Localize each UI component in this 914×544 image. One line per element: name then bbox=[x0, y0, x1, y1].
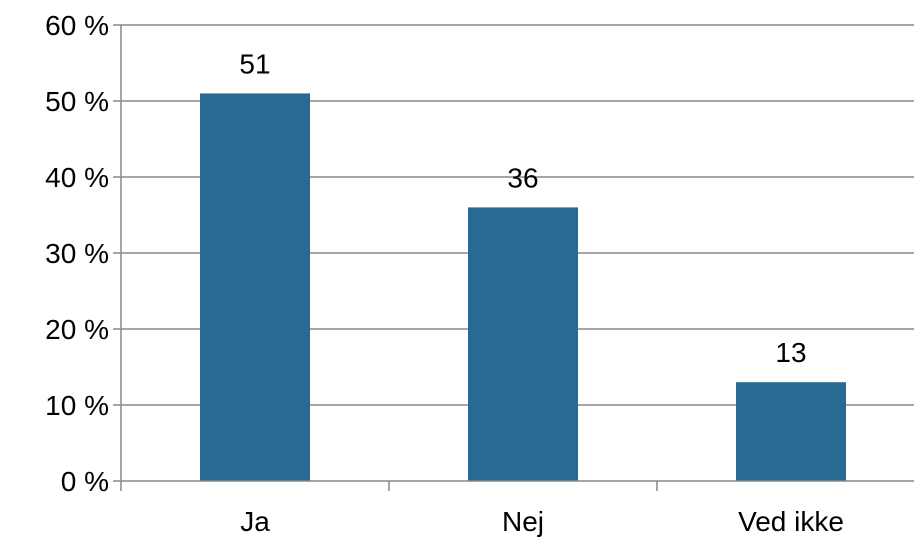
data-label: 51 bbox=[239, 48, 270, 79]
category-label: Ved ikke bbox=[738, 506, 844, 537]
data-label: 36 bbox=[507, 162, 538, 193]
y-tick-label: 60 % bbox=[45, 10, 109, 41]
bars bbox=[200, 93, 846, 482]
y-tick-label: 40 % bbox=[45, 162, 109, 193]
y-tick-label: 50 % bbox=[45, 86, 109, 117]
axes bbox=[113, 24, 914, 491]
category-label: Ja bbox=[240, 506, 270, 537]
y-tick-labels: 0 % 10 % 20 % 30 % 40 % 50 % 60 % bbox=[45, 10, 109, 497]
y-tick-label: 20 % bbox=[45, 314, 109, 345]
bar-ved-ikke bbox=[736, 382, 846, 481]
bar-nej bbox=[468, 207, 578, 481]
bar-ja bbox=[200, 93, 310, 482]
category-labels: Ja Nej Ved ikke bbox=[240, 506, 844, 537]
y-tick-label: 30 % bbox=[45, 238, 109, 269]
category-label: Nej bbox=[502, 506, 544, 537]
y-tick-label: 0 % bbox=[61, 466, 109, 497]
data-label: 13 bbox=[775, 337, 806, 368]
y-tick-label: 10 % bbox=[45, 390, 109, 421]
data-labels: 51 36 13 bbox=[239, 48, 806, 368]
